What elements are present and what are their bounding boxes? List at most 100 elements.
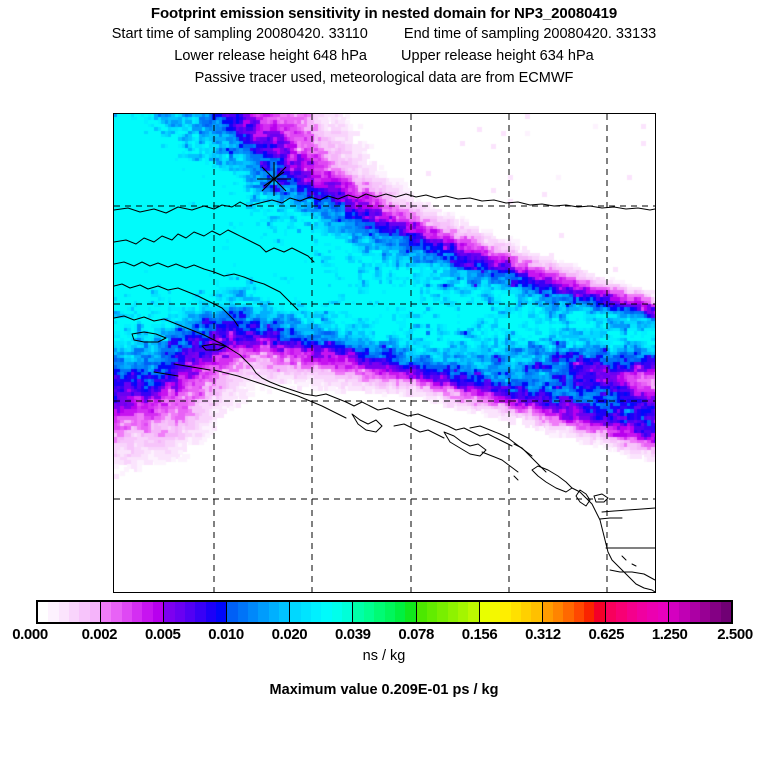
colorbar-segment bbox=[38, 602, 102, 622]
colorbar-swatch bbox=[69, 602, 80, 622]
colorbar-tick-label: 0.000 bbox=[12, 626, 48, 643]
end-time-label: End time of sampling 20080420. 33133 bbox=[403, 26, 657, 42]
colorbar-swatch bbox=[699, 602, 711, 622]
colorbar-swatch bbox=[647, 602, 658, 622]
colorbar-swatch bbox=[132, 602, 143, 622]
colorbar-tick-label: 0.039 bbox=[335, 626, 371, 643]
colorbar-segment bbox=[164, 602, 228, 622]
colorbar-swatch bbox=[363, 602, 375, 622]
colorbar-swatch bbox=[258, 602, 269, 622]
release-height-row: Lower release height 648 hPa Upper relea… bbox=[0, 45, 768, 67]
colorbar-swatch bbox=[437, 602, 448, 622]
colorbar-swatch bbox=[553, 602, 564, 622]
colorbar-swatch bbox=[479, 602, 490, 622]
colorbar-tick-labels: 0.000 0.002 0.005 0.010 0.020 0.039 0.078 0.156… bbox=[0, 626, 768, 646]
colorbar-segment bbox=[479, 602, 543, 622]
colorbar-swatch bbox=[510, 602, 522, 622]
colorbar-tick-label: 1.250 bbox=[651, 626, 688, 643]
colorbar-unit-label: ns / kg bbox=[362, 648, 406, 664]
colorbar-tick-label: 2.500 bbox=[717, 626, 753, 643]
colorbar-swatch bbox=[605, 602, 617, 622]
colorbar-swatch bbox=[121, 602, 133, 622]
colorbar-swatch bbox=[268, 602, 279, 622]
colorbar-segment bbox=[668, 602, 731, 622]
colorbar-swatch bbox=[710, 602, 721, 622]
colorbar-tick-label: 0.020 bbox=[271, 626, 308, 643]
footprint-field-canvas bbox=[114, 114, 655, 592]
colorbar-swatch bbox=[101, 602, 112, 622]
colorbar-swatch bbox=[311, 602, 322, 622]
colorbar-swatch bbox=[416, 602, 427, 622]
colorbar-swatch bbox=[405, 602, 416, 622]
page-title: Footprint emission sensitivity in nested… bbox=[150, 5, 618, 22]
colorbar-swatch bbox=[205, 602, 216, 622]
colorbar-swatch bbox=[490, 602, 501, 622]
colorbar-segment bbox=[101, 602, 165, 622]
colorbar-swatch bbox=[342, 602, 353, 622]
lower-release-height-label: Lower release height 648 hPa bbox=[174, 48, 367, 64]
maximum-value-label: Maximum value 0.209E-01 ps / kg bbox=[269, 682, 499, 698]
colorbar-swatch bbox=[184, 602, 196, 622]
colorbar-swatch bbox=[227, 602, 238, 622]
colorbar-swatch bbox=[195, 602, 206, 622]
colorbar-swatch bbox=[668, 602, 680, 622]
tracer-meteorology-label: Passive tracer used, meteorological data… bbox=[194, 70, 574, 86]
colorbar-segment bbox=[542, 602, 606, 622]
header-block: Footprint emission sensitivity in nested… bbox=[0, 0, 768, 89]
colorbar-swatch bbox=[563, 602, 574, 622]
colorbar-tick-label: 0.010 bbox=[208, 626, 244, 643]
colorbar-swatch bbox=[300, 602, 312, 622]
colorbar-tick-label: 0.625 bbox=[588, 626, 625, 643]
colorbar-segment bbox=[605, 602, 669, 622]
colorbar-swatch bbox=[215, 602, 227, 622]
colorbar-swatch bbox=[48, 602, 59, 622]
start-time-label: Start time of sampling 20080420. 33110 bbox=[111, 26, 368, 42]
colorbar-tick-label: 0.156 bbox=[461, 626, 498, 643]
colorbar-swatch bbox=[657, 602, 668, 622]
colorbar-swatch bbox=[237, 602, 248, 622]
colorbar-swatch bbox=[321, 602, 332, 622]
colorbar-segment bbox=[290, 602, 354, 622]
colorbar-swatch bbox=[38, 602, 49, 622]
colorbar-tick-label: 0.078 bbox=[398, 626, 434, 643]
map-plot-frame bbox=[113, 113, 656, 593]
colorbar-swatch bbox=[689, 602, 700, 622]
colorbar-swatch bbox=[616, 602, 627, 622]
colorbar-segment bbox=[227, 602, 291, 622]
colorbar-segment bbox=[416, 602, 480, 622]
colorbar-swatch bbox=[111, 602, 122, 622]
colorbar-swatch bbox=[174, 602, 185, 622]
colorbar-tick-label: 0.312 bbox=[525, 626, 561, 643]
colorbar-swatch bbox=[521, 602, 532, 622]
colorbar-swatch bbox=[584, 602, 595, 622]
colorbar-swatch bbox=[626, 602, 637, 622]
colorbar-swatch bbox=[164, 602, 175, 622]
colorbar-swatch bbox=[142, 602, 153, 622]
colorbar-swatch bbox=[331, 602, 343, 622]
colorbar-swatch bbox=[394, 602, 406, 622]
colorbar-swatch bbox=[720, 602, 731, 622]
colorbar-container bbox=[0, 598, 768, 628]
colorbar-swatch bbox=[468, 602, 479, 622]
colorbar-swatch bbox=[279, 602, 290, 622]
colorbar-swatch bbox=[447, 602, 458, 622]
colorbar-swatch bbox=[636, 602, 648, 622]
colorbar-swatch bbox=[384, 602, 395, 622]
colorbar-swatch bbox=[79, 602, 90, 622]
colorbar-swatch bbox=[426, 602, 438, 622]
colorbar-tick-label: 0.005 bbox=[144, 626, 181, 643]
colorbar-swatch bbox=[353, 602, 364, 622]
colorbar-segment bbox=[353, 602, 417, 622]
colorbar-swatch bbox=[152, 602, 164, 622]
colorbar-swatch bbox=[374, 602, 385, 622]
upper-release-height-label: Upper release height 634 hPa bbox=[401, 48, 594, 64]
colorbar-swatch bbox=[58, 602, 70, 622]
colorbar-swatch bbox=[531, 602, 542, 622]
colorbar-swatch bbox=[290, 602, 301, 622]
colorbar-swatch bbox=[457, 602, 469, 622]
colorbar-swatch bbox=[594, 602, 605, 622]
colorbar-swatch bbox=[679, 602, 690, 622]
colorbar-swatch bbox=[500, 602, 511, 622]
colorbar-swatch bbox=[542, 602, 554, 622]
colorbar-tick-label: 0.002 bbox=[81, 626, 118, 643]
